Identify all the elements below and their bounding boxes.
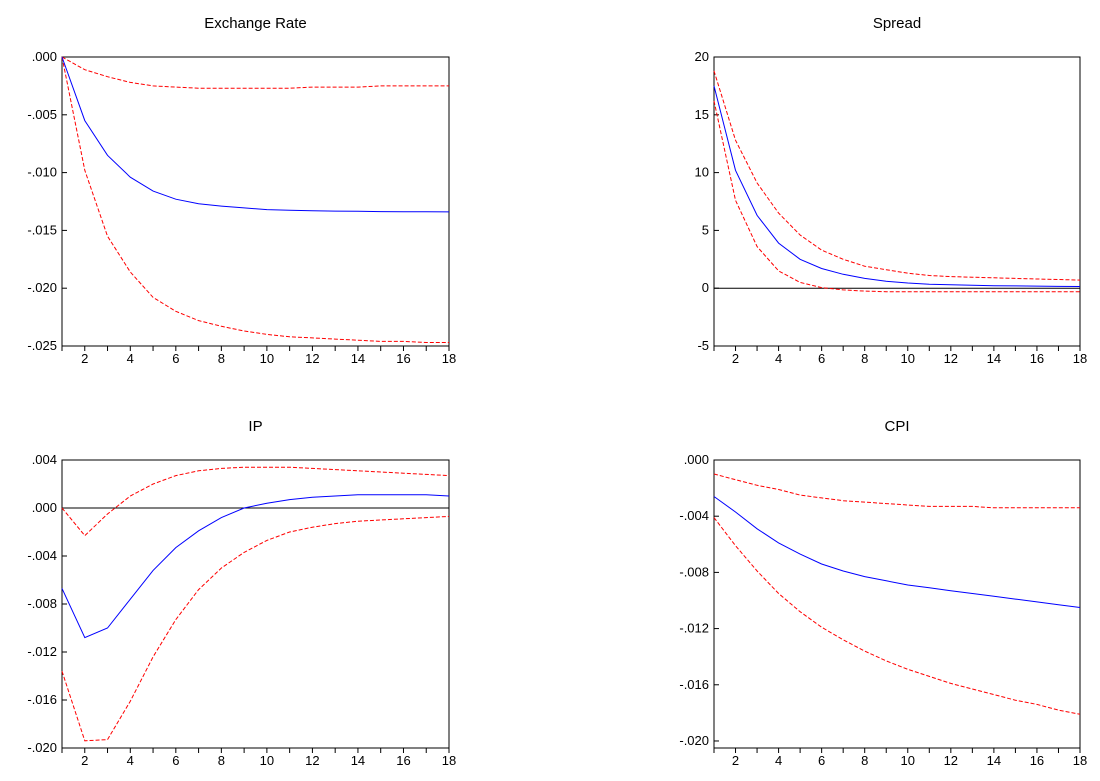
y-tick-label: -.016: [679, 677, 709, 692]
x-tick-label: 12: [305, 753, 319, 768]
series-line-lower: [61, 515, 450, 742]
x-tick-label: 8: [861, 753, 868, 768]
x-tick-label: 18: [442, 351, 456, 366]
x-tick-label: 8: [218, 753, 225, 768]
x-tick-label: 16: [396, 351, 410, 366]
y-tick-label: -.004: [27, 548, 57, 563]
y-tick-label: .000: [32, 49, 57, 64]
series-line-lower: [713, 517, 1081, 715]
x-tick-label: 18: [442, 753, 456, 768]
y-tick-label: -.016: [27, 692, 57, 707]
y-tick-label: 20: [695, 49, 709, 64]
y-tick-label: -.020: [27, 740, 57, 755]
y-tick-label: -5: [697, 338, 709, 353]
x-tick-label: 12: [305, 351, 319, 366]
series-line-upper: [713, 70, 1081, 281]
y-tick-label: -.005: [27, 107, 57, 122]
chart-title: Exchange Rate: [204, 15, 307, 32]
x-tick-label: 4: [127, 351, 134, 366]
series-line-response: [61, 494, 450, 639]
chart-spread: Spread 20 15 10 5 0 -5 2 4 6 8 10 12 14 16 18: [695, 15, 1088, 366]
x-tick-label: 6: [818, 753, 825, 768]
y-tick-label: -.004: [679, 508, 709, 523]
y-tick-label: 5: [702, 222, 709, 237]
chart-title: IP: [248, 418, 262, 435]
x-tick-label: 10: [260, 351, 274, 366]
chart-title: Spread: [873, 15, 921, 32]
y-tick-label: -.012: [679, 621, 709, 636]
plot-frame: [61, 56, 450, 347]
x-tick-label: 14: [351, 351, 365, 366]
y-tick-label: -.010: [27, 165, 57, 180]
y-tick-label: -.008: [27, 596, 57, 611]
x-tick-label: 4: [127, 753, 134, 768]
chart-title: CPI: [884, 418, 909, 435]
series-line-response: [61, 56, 450, 213]
y-tick-label: -.020: [679, 733, 709, 748]
y-tick-label: -.012: [27, 644, 57, 659]
x-tick-label: 8: [218, 351, 225, 366]
x-tick-label: 2: [732, 753, 739, 768]
x-tick-label: 6: [172, 753, 179, 768]
x-tick-label: 14: [987, 351, 1001, 366]
series-line-lower: [61, 56, 449, 343]
y-tick-label: .000: [32, 500, 57, 515]
chart-exchange-rate: Exchange Rate .000 -.005 -.010 -.015 -.020 -.0…: [27, 15, 456, 366]
series-line-response: [713, 85, 1081, 287]
y-tick-label: -.025: [27, 338, 57, 353]
x-tick-label: 12: [944, 351, 958, 366]
y-tick-label: -.008: [679, 564, 709, 579]
y-tick-label: -.020: [27, 280, 57, 295]
x-tick-label: 18: [1073, 351, 1087, 366]
series-line-upper: [713, 473, 1080, 509]
x-tick-label: 4: [775, 753, 782, 768]
y-tick-label: 10: [695, 165, 709, 180]
x-tick-label: 2: [81, 753, 88, 768]
y-tick-label: .004: [32, 452, 57, 467]
x-tick-label: 14: [351, 753, 365, 768]
plot-frame: [61, 459, 450, 749]
x-tick-label: 14: [987, 753, 1001, 768]
y-tick-label: -.015: [27, 222, 57, 237]
series-line-upper: [61, 466, 450, 537]
chart-cpi: CPI .000 -.004 -.008 -.012 -.016 -.020 2 4 6 8 10 12…: [679, 418, 1087, 768]
plot-frame: [713, 56, 1081, 347]
y-tick-label: 15: [695, 107, 709, 122]
x-tick-label: 4: [775, 351, 782, 366]
x-tick-label: 6: [172, 351, 179, 366]
x-tick-label: 6: [818, 351, 825, 366]
series-line-upper: [61, 56, 449, 89]
series-line-lower: [713, 100, 1080, 293]
x-tick-label: 16: [1030, 753, 1044, 768]
x-tick-label: 8: [861, 351, 868, 366]
x-tick-label: 10: [260, 753, 274, 768]
x-tick-label: 12: [944, 753, 958, 768]
series-line-response: [713, 496, 1081, 608]
x-tick-label: 10: [901, 351, 915, 366]
chart-ip: IP .004 .000 -.004 -.008 -.012 -.016 -.020 2 4 6 8 1…: [27, 418, 456, 768]
x-tick-label: 2: [732, 351, 739, 366]
x-tick-label: 2: [81, 351, 88, 366]
plot-frame: [713, 459, 1081, 749]
x-tick-label: 16: [396, 753, 410, 768]
x-tick-label: 16: [1030, 351, 1044, 366]
y-tick-label: 0: [702, 280, 709, 295]
x-tick-label: 18: [1073, 753, 1087, 768]
x-tick-label: 10: [901, 753, 915, 768]
y-tick-label: .000: [684, 452, 709, 467]
